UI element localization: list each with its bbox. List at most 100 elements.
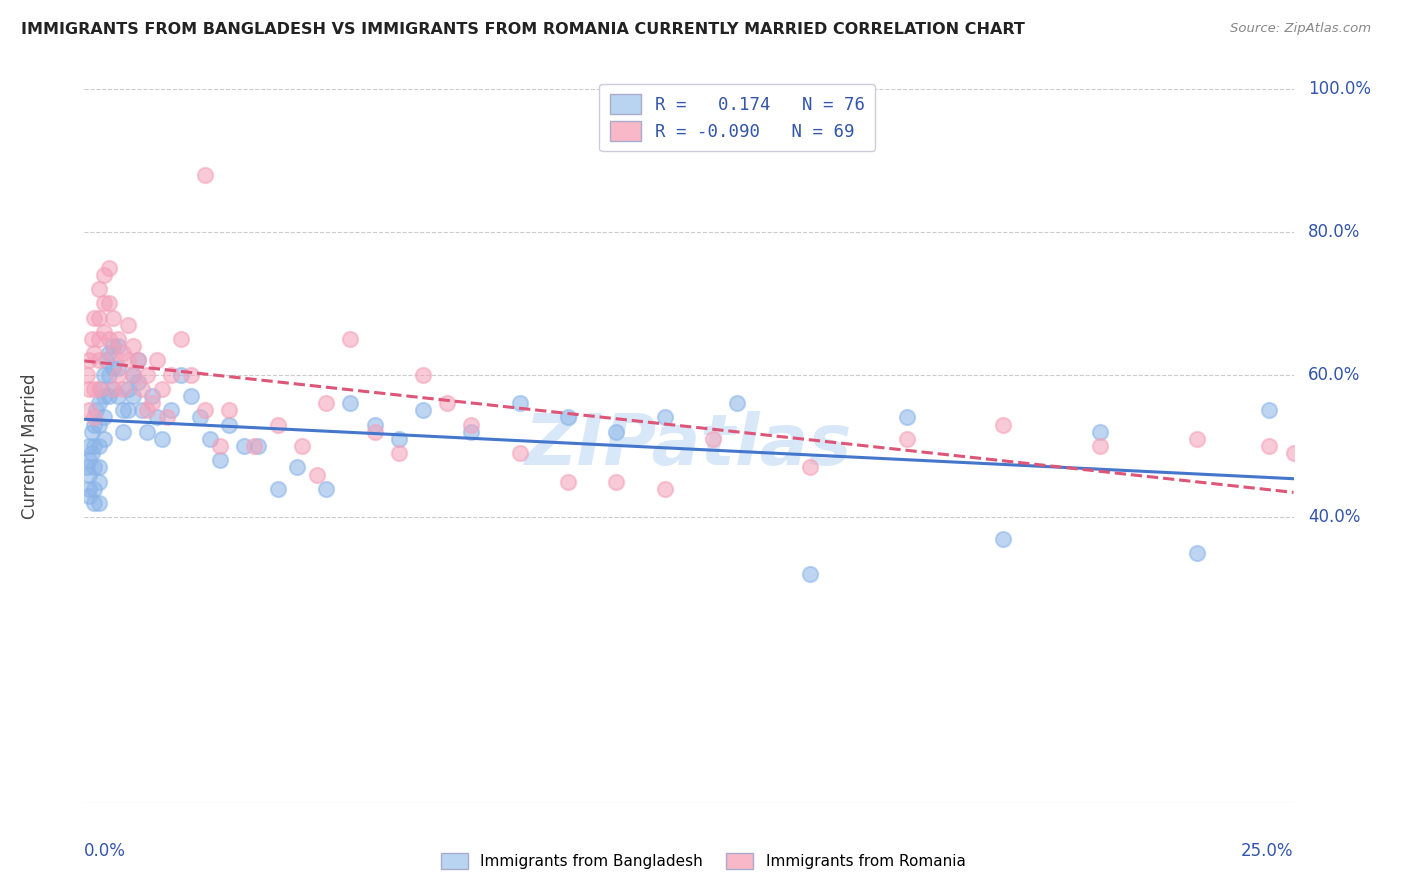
Point bbox=[654, 410, 676, 425]
Point bbox=[339, 396, 361, 410]
Point bbox=[460, 425, 482, 439]
Point bbox=[315, 482, 337, 496]
Point bbox=[436, 396, 458, 410]
Point bbox=[107, 339, 129, 353]
Point bbox=[180, 389, 202, 403]
Point bbox=[127, 353, 149, 368]
Point bbox=[141, 396, 163, 410]
Text: Currently Married: Currently Married bbox=[21, 373, 39, 519]
Point bbox=[80, 332, 103, 346]
Point bbox=[83, 346, 105, 360]
Point bbox=[76, 460, 98, 475]
Point bbox=[150, 382, 173, 396]
Point bbox=[77, 467, 100, 482]
Point bbox=[103, 339, 125, 353]
Point bbox=[121, 368, 143, 382]
Text: 100.0%: 100.0% bbox=[1308, 80, 1371, 98]
Point bbox=[93, 296, 115, 310]
Point bbox=[83, 382, 105, 396]
Point bbox=[605, 425, 627, 439]
Point bbox=[557, 410, 579, 425]
Point bbox=[1258, 439, 1281, 453]
Point bbox=[83, 496, 105, 510]
Point bbox=[141, 389, 163, 403]
Point bbox=[77, 439, 100, 453]
Point bbox=[146, 353, 169, 368]
Point bbox=[117, 382, 139, 396]
Point bbox=[117, 318, 139, 332]
Point bbox=[339, 332, 361, 346]
Point bbox=[107, 332, 129, 346]
Point bbox=[412, 368, 434, 382]
Text: 25.0%: 25.0% bbox=[1241, 842, 1294, 860]
Point bbox=[87, 417, 110, 432]
Legend: R =   0.174   N = 76, R = -0.090   N = 69: R = 0.174 N = 76, R = -0.090 N = 69 bbox=[599, 84, 876, 152]
Point bbox=[305, 467, 328, 482]
Point bbox=[1258, 403, 1281, 417]
Point bbox=[1282, 446, 1305, 460]
Point bbox=[136, 403, 159, 417]
Point bbox=[170, 332, 193, 346]
Point bbox=[993, 532, 1015, 546]
Point bbox=[112, 346, 135, 360]
Point bbox=[83, 410, 105, 425]
Point bbox=[896, 410, 918, 425]
Point bbox=[76, 368, 98, 382]
Point bbox=[190, 410, 212, 425]
Point bbox=[150, 432, 173, 446]
Point bbox=[87, 353, 110, 368]
Point bbox=[233, 439, 256, 453]
Point bbox=[702, 432, 724, 446]
Point bbox=[363, 417, 385, 432]
Text: IMMIGRANTS FROM BANGLADESH VS IMMIGRANTS FROM ROMANIA CURRENTLY MARRIED CORRELAT: IMMIGRANTS FROM BANGLADESH VS IMMIGRANTS… bbox=[21, 22, 1025, 37]
Point bbox=[86, 403, 108, 417]
Point bbox=[1088, 425, 1111, 439]
Point bbox=[180, 368, 202, 382]
Point bbox=[87, 439, 110, 453]
Point bbox=[83, 310, 105, 325]
Point bbox=[799, 460, 821, 475]
Point bbox=[194, 403, 217, 417]
Point bbox=[103, 382, 125, 396]
Point bbox=[87, 282, 110, 296]
Point bbox=[1088, 439, 1111, 453]
Point bbox=[509, 446, 531, 460]
Point bbox=[90, 382, 112, 396]
Point bbox=[194, 168, 217, 182]
Point bbox=[97, 346, 120, 360]
Point bbox=[242, 439, 264, 453]
Point bbox=[87, 332, 110, 346]
Point bbox=[509, 396, 531, 410]
Point bbox=[247, 439, 270, 453]
Point bbox=[198, 432, 221, 446]
Point bbox=[267, 482, 290, 496]
Text: 40.0%: 40.0% bbox=[1308, 508, 1361, 526]
Point bbox=[77, 353, 100, 368]
Point bbox=[725, 396, 748, 410]
Point bbox=[107, 368, 129, 382]
Point bbox=[80, 425, 103, 439]
Point bbox=[993, 417, 1015, 432]
Point bbox=[208, 439, 231, 453]
Text: 80.0%: 80.0% bbox=[1308, 223, 1361, 241]
Point bbox=[77, 482, 100, 496]
Point bbox=[127, 353, 149, 368]
Point bbox=[160, 403, 183, 417]
Point bbox=[127, 375, 149, 389]
Point bbox=[121, 368, 143, 382]
Point bbox=[121, 389, 143, 403]
Point bbox=[103, 382, 125, 396]
Point bbox=[117, 353, 139, 368]
Point bbox=[103, 360, 125, 375]
Point bbox=[97, 260, 120, 275]
Point bbox=[136, 368, 159, 382]
Point bbox=[131, 382, 153, 396]
Point bbox=[112, 382, 135, 396]
Point bbox=[77, 382, 100, 396]
Point bbox=[93, 325, 115, 339]
Point bbox=[83, 417, 105, 432]
Point bbox=[103, 310, 125, 325]
Point bbox=[170, 368, 193, 382]
Legend: Immigrants from Bangladesh, Immigrants from Romania: Immigrants from Bangladesh, Immigrants f… bbox=[434, 847, 972, 875]
Point bbox=[146, 410, 169, 425]
